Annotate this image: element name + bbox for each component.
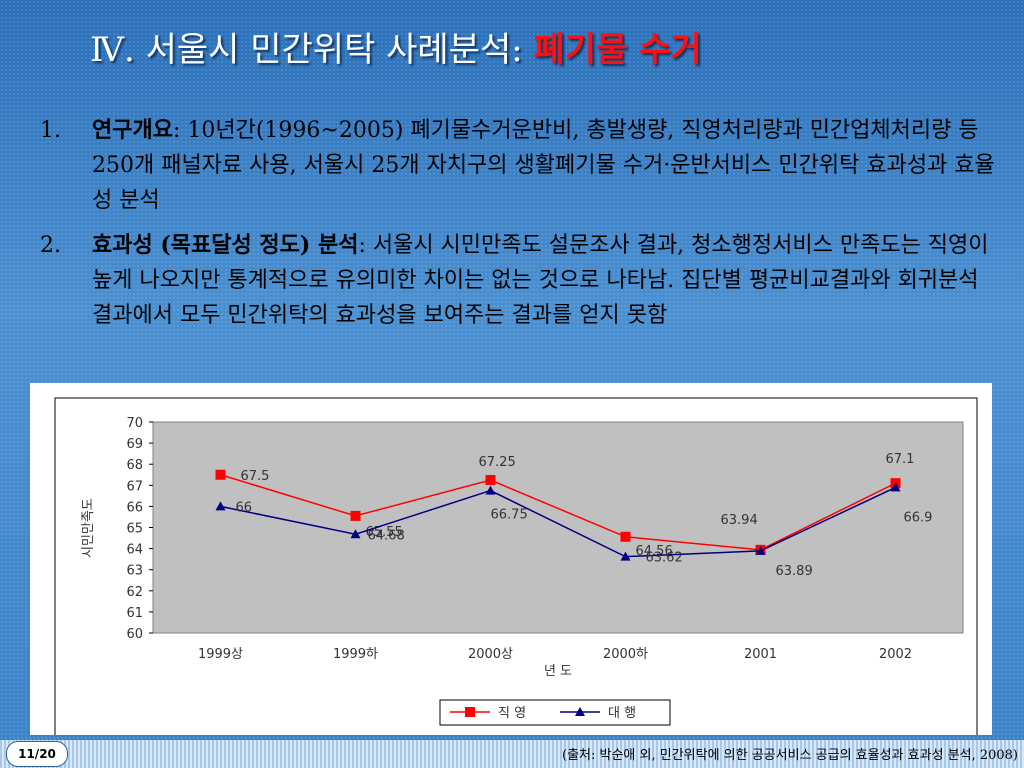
x-axis-label: 년 도 xyxy=(544,664,572,679)
marker xyxy=(350,510,361,521)
marker xyxy=(620,531,631,542)
x-tick-label: 1999상 xyxy=(198,647,243,662)
y-tick-label: 60 xyxy=(126,627,143,642)
data-label: 64.68 xyxy=(368,528,405,543)
marker xyxy=(620,551,631,561)
x-tick-label: 2002 xyxy=(879,647,912,662)
item-text: : 10년간(1996~2005) 폐기물수거운반비, 총발생량, 직영처리량과… xyxy=(92,118,995,213)
marker xyxy=(215,469,226,480)
data-label: 63.62 xyxy=(646,551,683,566)
data-label: 66.9 xyxy=(904,510,933,525)
item-label: 효과성 (목표달성 정도) 분석 xyxy=(92,232,359,258)
series-line xyxy=(220,486,896,558)
data-label: 66 xyxy=(236,500,253,515)
y-tick-label: 61 xyxy=(126,606,143,621)
list-item: 2. 효과성 (목표달성 정도) 분석: 서울시 시민만족도 설문조사 결과, 청… xyxy=(40,228,995,333)
title-text: Ⅳ. 서울시 민간위탁 사례분석: xyxy=(90,30,534,70)
y-tick-label: 67 xyxy=(126,479,143,494)
data-label: 67.1 xyxy=(886,452,915,467)
y-tick-label: 66 xyxy=(126,500,143,515)
slide-number: 11/20 xyxy=(6,741,68,767)
marker xyxy=(890,482,901,492)
list-item: 1. 연구개요: 10년간(1996~2005) 폐기물수거운반비, 총발생량, … xyxy=(40,113,995,218)
title-highlight: 폐기물 수거 xyxy=(533,30,702,70)
y-tick-label: 69 xyxy=(126,437,143,452)
y-axis-label: 시민만족도 xyxy=(81,498,96,558)
series-line xyxy=(220,474,896,551)
y-tick-label: 64 xyxy=(126,543,143,558)
marker xyxy=(485,475,496,486)
y-tick-label: 70 xyxy=(126,416,143,431)
x-tick-label: 2001 xyxy=(744,647,777,662)
marker xyxy=(215,501,226,511)
data-label: 63.94 xyxy=(721,513,758,528)
item-label: 연구개요 xyxy=(92,117,173,143)
y-tick-label: 62 xyxy=(126,585,143,600)
marker xyxy=(755,545,766,555)
y-tick-label: 65 xyxy=(126,522,143,537)
legend-marker xyxy=(465,707,475,717)
chart-container: 시민만족도 년 도 60 61 62 63 64 65 66 67 68 69 70 1999상 199… xyxy=(30,383,992,739)
legend-marker xyxy=(575,707,585,716)
slide-title: Ⅳ. 서울시 민간위탁 사례분석: 폐기물 수거 xyxy=(90,22,702,71)
item-number: 2. xyxy=(40,233,61,258)
data-label: 63.89 xyxy=(776,564,813,579)
x-tick-label: 2000상 xyxy=(468,647,513,662)
marker xyxy=(350,529,361,539)
x-tick-label: 1999하 xyxy=(333,647,378,662)
y-tick-label: 68 xyxy=(126,458,143,473)
source-note: (출처: 박순애 외, 민간위탁에 의한 공공서비스 공급의 효율성과 효과성 … xyxy=(562,748,1018,763)
legend-label: 직 영 xyxy=(498,706,526,721)
data-label: 67.5 xyxy=(241,469,270,484)
legend-label: 대 행 xyxy=(608,705,636,721)
chart: 시민만족도 년 도 60 61 62 63 64 65 66 67 68 69 70 1999상 199… xyxy=(54,397,978,739)
plot-area xyxy=(152,421,964,634)
footer-strip xyxy=(0,740,1024,768)
data-label: 67.25 xyxy=(479,455,516,470)
y-tick-label: 63 xyxy=(126,564,143,579)
item-number: 1. xyxy=(40,118,61,143)
marker xyxy=(485,485,496,495)
item-text: : 서울시 시민만족도 설문조사 결과, 청소행정서비스 만족도는 직영이 높게… xyxy=(92,233,989,328)
x-tick-label: 2000하 xyxy=(603,647,648,662)
data-label: 66.75 xyxy=(491,508,528,523)
